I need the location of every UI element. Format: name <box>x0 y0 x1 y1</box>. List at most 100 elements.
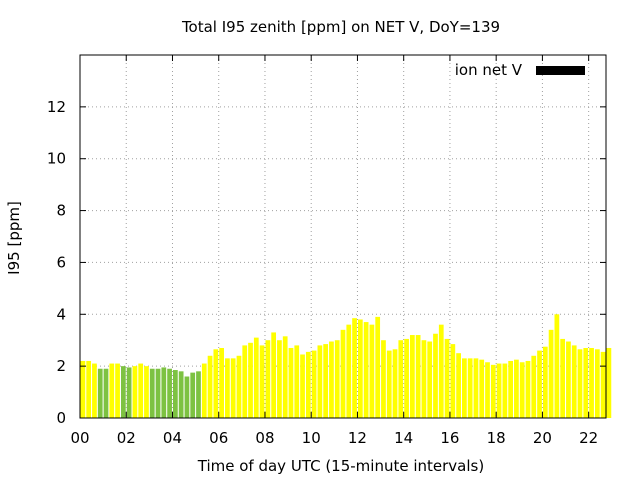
bar <box>138 363 144 418</box>
bar <box>467 358 473 418</box>
bar <box>178 371 184 418</box>
bar <box>248 342 253 418</box>
bar <box>201 363 207 418</box>
plot-border <box>79 54 607 419</box>
bar <box>167 368 172 418</box>
legend-swatch <box>536 66 585 75</box>
bar <box>271 332 277 418</box>
bar <box>502 363 508 418</box>
bar <box>294 345 300 418</box>
bar <box>80 360 86 418</box>
bar <box>311 350 317 418</box>
bar <box>571 345 577 418</box>
x-tick-label: 06 <box>209 429 228 447</box>
x-tick-label: 08 <box>255 429 274 447</box>
x-tick-label: 14 <box>394 429 413 447</box>
bar <box>149 368 155 418</box>
bar <box>577 349 583 418</box>
bar <box>421 340 427 418</box>
x-ticks: 00 02 04 06 08 10 12 14 16 18 20 22 <box>70 55 598 447</box>
y-tick-label: 12 <box>47 98 66 116</box>
bar <box>433 333 438 418</box>
bar <box>427 341 433 418</box>
bar <box>334 340 340 418</box>
legend: ion net V <box>455 61 585 79</box>
bar <box>525 360 531 418</box>
bar <box>485 362 490 418</box>
bar <box>357 319 363 418</box>
bar <box>566 341 571 418</box>
y-tick-label: 6 <box>56 253 66 271</box>
bar <box>155 368 161 418</box>
bar <box>600 351 606 418</box>
bar <box>409 335 415 418</box>
bar <box>144 366 149 418</box>
bar <box>537 350 542 418</box>
bar <box>173 370 178 418</box>
bar <box>161 367 167 418</box>
x-tick-label: 00 <box>70 429 89 447</box>
x-tick-label: 22 <box>579 429 598 447</box>
bar <box>190 372 196 419</box>
bar <box>207 355 213 418</box>
bar <box>305 351 311 418</box>
bar <box>444 338 450 418</box>
bar <box>236 355 242 418</box>
y-tick-label: 2 <box>56 357 66 375</box>
bar <box>450 344 456 418</box>
bar <box>323 344 329 418</box>
x-tick-label: 12 <box>348 429 367 447</box>
bar <box>103 368 109 418</box>
bar <box>496 363 502 418</box>
bar <box>381 340 386 418</box>
y-tick-label: 8 <box>56 202 66 220</box>
bar <box>560 338 566 418</box>
bar <box>462 358 467 418</box>
bar <box>404 338 409 418</box>
bar <box>386 350 392 418</box>
bar <box>329 341 334 418</box>
bar <box>346 324 352 418</box>
bar <box>92 363 97 418</box>
x-tick-label: 10 <box>302 429 321 447</box>
chart-title: Total I95 zenith [ppm] on NET V, DoY=139 <box>181 18 500 36</box>
x-tick-label: 18 <box>487 429 506 447</box>
bar <box>490 364 496 418</box>
bar <box>225 358 230 418</box>
bar <box>282 336 288 418</box>
bar <box>542 346 548 418</box>
bar <box>277 340 282 418</box>
bar <box>554 314 560 418</box>
bar <box>398 340 404 418</box>
bar <box>363 322 369 418</box>
bar <box>196 371 201 418</box>
bar <box>508 360 513 418</box>
x-tick-label: 04 <box>163 429 182 447</box>
y-ticks: 0 2 4 6 8 10 12 <box>47 98 606 427</box>
bar <box>473 358 479 418</box>
y-tick-label: 4 <box>56 305 66 323</box>
bar <box>213 349 219 418</box>
y-tick-label: 0 <box>56 409 66 427</box>
bars <box>80 314 612 419</box>
legend-label: ion net V <box>455 61 523 79</box>
x-axis-label: Time of day UTC (15-minute intervals) <box>197 457 484 475</box>
bar <box>86 360 92 418</box>
bar <box>317 345 323 418</box>
bar <box>97 368 103 418</box>
bar <box>514 359 519 418</box>
bar <box>242 345 248 418</box>
bar <box>184 376 190 418</box>
bar <box>456 353 461 418</box>
bar <box>259 345 265 418</box>
bar <box>531 355 537 418</box>
x-tick-label: 16 <box>440 429 459 447</box>
bar <box>253 337 259 418</box>
x-tick-label: 02 <box>117 429 136 447</box>
bar <box>126 367 132 418</box>
y-axis-label: I95 [ppm] <box>5 201 23 275</box>
bar <box>392 349 398 418</box>
bar <box>548 329 554 418</box>
bar <box>519 362 525 418</box>
